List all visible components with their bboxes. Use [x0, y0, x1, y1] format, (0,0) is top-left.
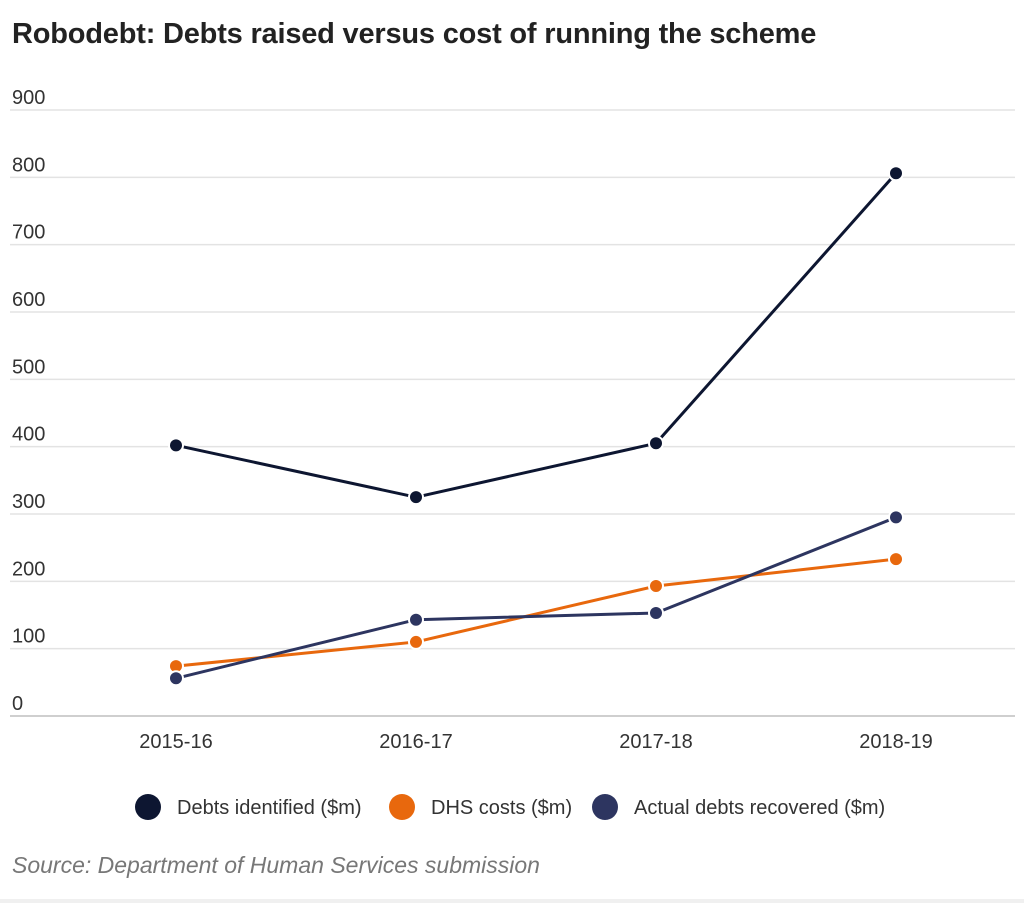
- series-lines: [175, 172, 898, 680]
- data-point-0-3[interactable]: [888, 165, 904, 182]
- y-tick-label: 700: [12, 222, 45, 244]
- y-tick-label: 200: [12, 558, 45, 580]
- x-tick-label: 2018-19: [859, 731, 932, 753]
- data-point-1-2[interactable]: [648, 578, 664, 595]
- legend: Debts identified ($m) DHS costs ($m) Actua…: [135, 794, 885, 820]
- series-line-2: [175, 515, 897, 680]
- y-tick-label: 500: [12, 356, 45, 378]
- y-tick-label: 600: [12, 289, 45, 311]
- legend-marker-1: [389, 794, 415, 820]
- y-tick-label: 800: [12, 154, 45, 176]
- data-point-1-1[interactable]: [408, 633, 424, 650]
- data-point-0-0[interactable]: [168, 437, 184, 454]
- y-tick-label: 100: [12, 626, 45, 648]
- data-point-0-2[interactable]: [648, 435, 664, 452]
- y-tick-label: 0: [12, 693, 23, 715]
- source-note: Source: Department of Human Services sub…: [12, 852, 540, 878]
- y-tick-label: 300: [12, 491, 45, 513]
- y-tick-label: 900: [12, 87, 45, 109]
- data-point-0-1[interactable]: [408, 489, 424, 506]
- gridlines: [10, 109, 1015, 717]
- data-point-2-1[interactable]: [408, 611, 424, 628]
- y-tick-label: 400: [12, 424, 45, 446]
- legend-marker-0: [135, 794, 161, 820]
- legend-label-1: DHS costs ($m): [431, 797, 572, 819]
- x-axis-tick-labels: 2015-16 2016-17 2017-18 2018-19: [139, 731, 932, 753]
- x-tick-label: 2015-16: [139, 731, 212, 753]
- data-point-2-0[interactable]: [168, 670, 184, 687]
- data-point-1-3[interactable]: [888, 551, 904, 568]
- chart-title: Robodebt: Debts raised versus cost of ru…: [12, 18, 817, 50]
- series-line-1: [175, 557, 897, 668]
- legend-label-0: Debts identified ($m): [177, 797, 362, 819]
- series-points: [168, 165, 904, 687]
- series-line-0: [175, 172, 898, 499]
- x-tick-label: 2016-17: [379, 731, 452, 753]
- x-tick-label: 2017-18: [619, 731, 692, 753]
- data-point-2-2[interactable]: [648, 604, 664, 621]
- legend-marker-2: [592, 794, 618, 820]
- legend-label-2: Actual debts recovered ($m): [634, 797, 885, 819]
- bottom-border: [0, 899, 1024, 903]
- data-point-2-3[interactable]: [888, 509, 904, 526]
- y-axis-tick-labels: 0 100 200 300 400 500 600 700 800 900: [12, 87, 45, 715]
